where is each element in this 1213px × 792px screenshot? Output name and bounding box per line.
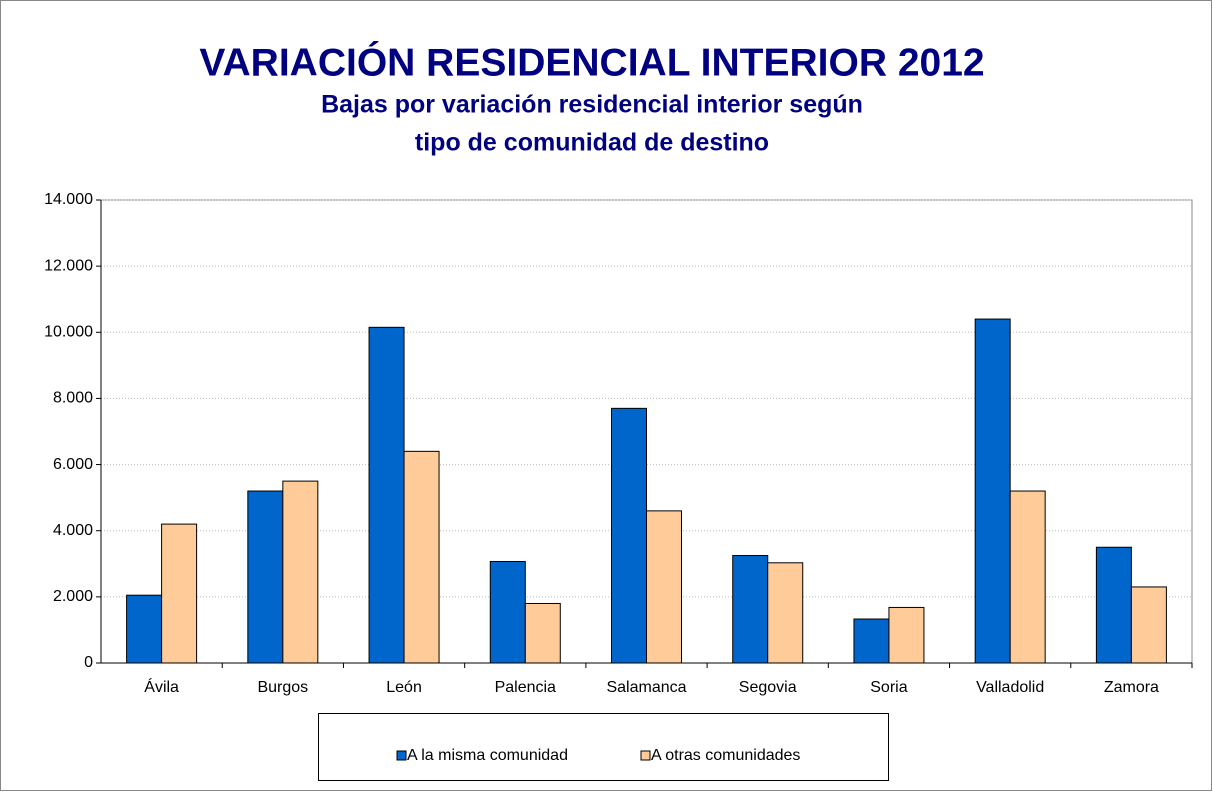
- x-tick-label: Soria: [870, 679, 907, 696]
- y-tick-label: 4.000: [53, 522, 93, 539]
- legend-label: A la misma comunidad: [407, 747, 568, 764]
- x-tick-label: Segovia: [739, 679, 797, 696]
- bar: [767, 562, 804, 664]
- legend-label: A otras comunidades: [651, 747, 800, 764]
- bar: [403, 450, 440, 664]
- bar: [524, 602, 561, 664]
- bar: [126, 594, 163, 664]
- chart-subtitle: tipo de comunidad de destino: [415, 129, 769, 157]
- y-tick-label: 2.000: [53, 588, 93, 605]
- y-tick-label: 0: [84, 654, 93, 671]
- bar: [853, 618, 890, 664]
- bar: [247, 490, 284, 664]
- bar: [732, 555, 769, 664]
- bar: [282, 480, 319, 664]
- bar: [161, 523, 198, 664]
- y-tick-label: 14.000: [44, 191, 93, 208]
- legend-swatch: [640, 750, 651, 761]
- x-tick-label: Zamora: [1104, 679, 1159, 696]
- x-tick-label: Palencia: [495, 679, 556, 696]
- chart-title: VARIACIÓN RESIDENCIAL INTERIOR 2012: [199, 40, 984, 84]
- y-tick-label: 8.000: [53, 390, 93, 407]
- x-tick-label: Valladolid: [976, 679, 1044, 696]
- bar: [1130, 586, 1167, 664]
- bar: [489, 560, 526, 664]
- y-tick-label: 10.000: [44, 324, 93, 341]
- legend-swatch: [396, 750, 407, 761]
- bar: [1095, 546, 1132, 664]
- y-tick-label: 6.000: [53, 456, 93, 473]
- bar: [611, 407, 647, 664]
- x-tick-label: León: [386, 679, 422, 696]
- bar: [368, 326, 405, 664]
- x-tick-label: Ávila: [144, 677, 179, 696]
- x-tick-label: Burgos: [257, 679, 308, 696]
- chart-subtitle: Bajas por variación residencial interior…: [321, 91, 863, 119]
- y-tick-label: 12.000: [44, 257, 93, 274]
- legend-box: [318, 713, 889, 781]
- bar: [888, 606, 925, 664]
- bar: [646, 510, 682, 664]
- bar: [1009, 490, 1046, 664]
- bar: [974, 318, 1011, 664]
- x-tick-label: Salamanca: [606, 679, 686, 696]
